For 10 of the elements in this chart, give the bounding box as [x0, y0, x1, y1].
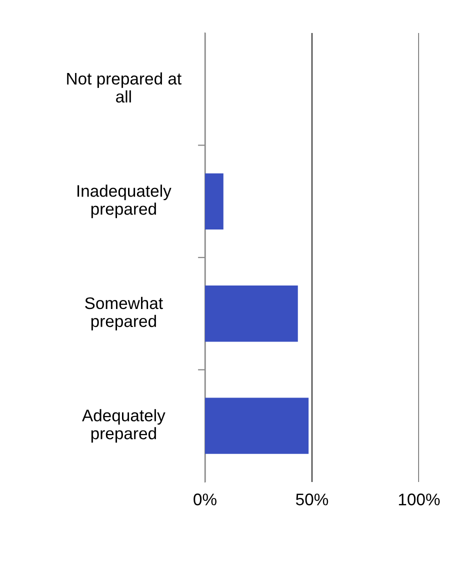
- x-tick-label: 50%: [296, 494, 328, 506]
- y-tick-label: Inadequately prepared: [78, 184, 172, 218]
- x-tick-label: 100%: [398, 494, 440, 506]
- bar: [205, 398, 309, 454]
- x-tick-label: 0%: [194, 494, 216, 506]
- bar: [205, 173, 224, 230]
- bar: [205, 286, 298, 342]
- y-tick-label: Somewhat prepared: [85, 296, 163, 330]
- y-tick-label: Adequately prepared: [82, 409, 166, 443]
- y-tick-label: Not prepared at all: [67, 72, 182, 103]
